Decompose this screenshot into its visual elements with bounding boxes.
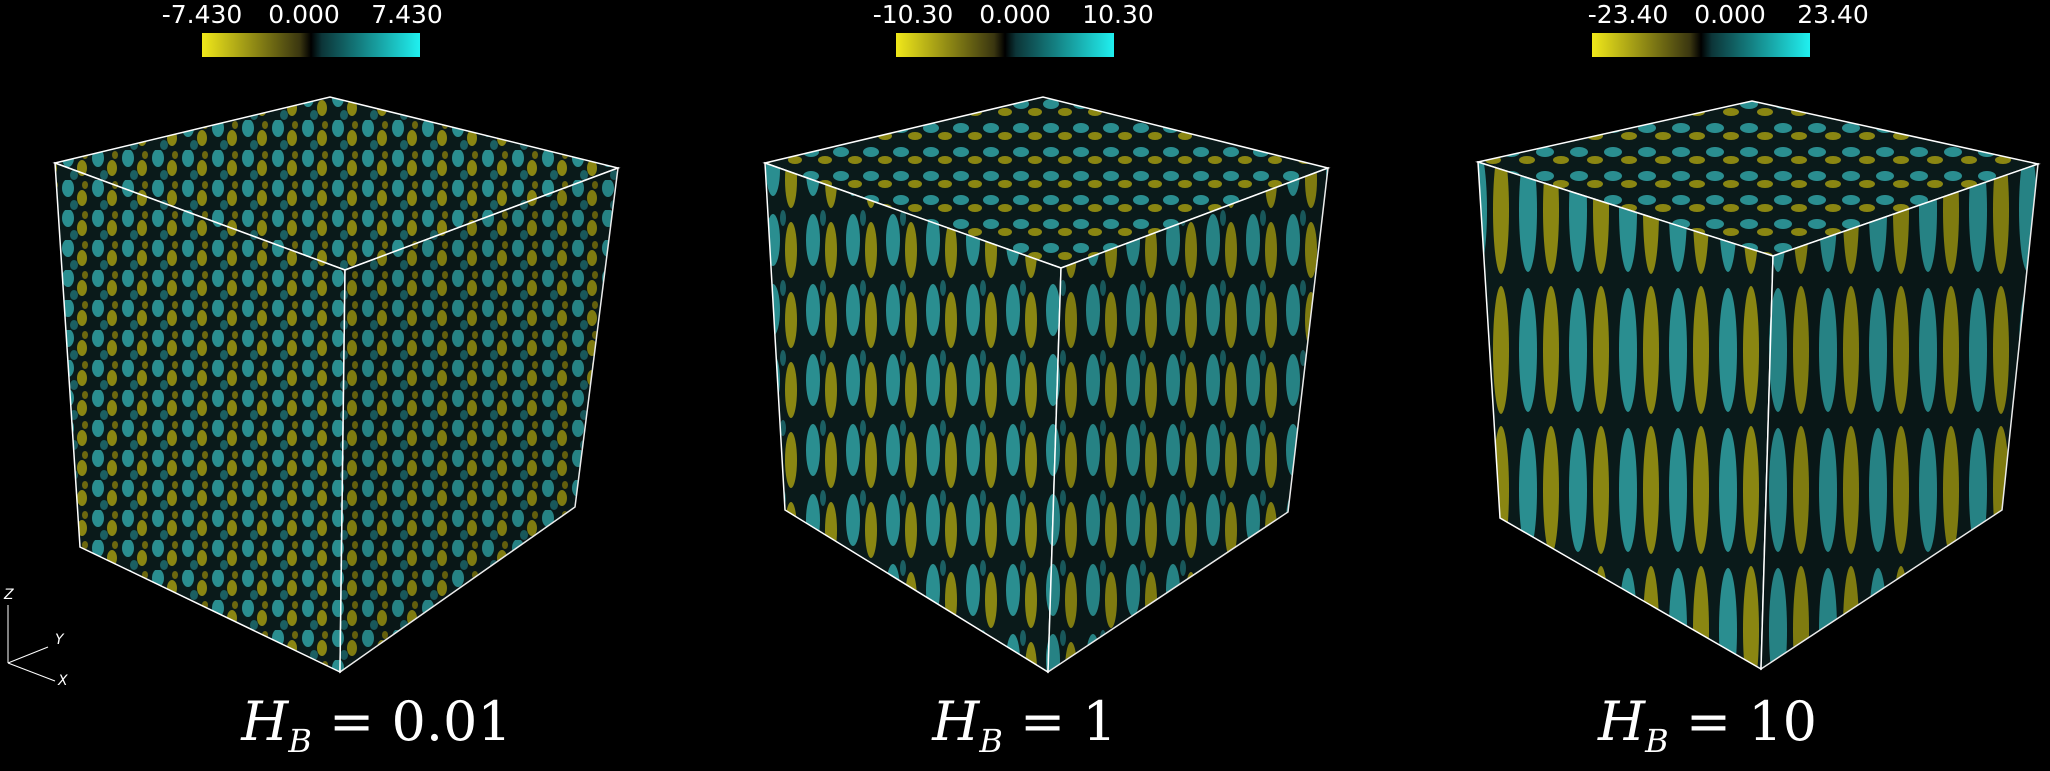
cube-visualization-3 [1475,100,2041,671]
panel-1: -7.430 0.000 7.430 [0,0,683,761]
colorbar-max-label: 10.30 [1082,0,1154,29]
panel-3: -23.40 0.000 23.40 [1366,0,2049,761]
colorbar-gradient [896,33,1114,57]
axis-y-label: Y [55,632,65,648]
colorbar-max-label: 7.430 [371,0,443,29]
colorbar-mid-label: 0.000 [268,0,340,29]
panel-title-3: HB = 10 [1598,690,1817,760]
axis-z-label: Z [3,587,14,603]
panel-2: -10.30 0.000 10.30 [683,0,1366,761]
cube-visualization-1 [52,96,621,674]
colorbar-min-label: -23.40 [1587,0,1669,29]
cube-visualization-2 [762,96,1331,674]
colorbar-gradient [202,33,420,57]
colorbar-1: -7.430 0.000 7.430 [162,0,443,60]
colorbar-gradient [1592,33,1810,57]
colorbar-3: -23.40 0.000 23.40 [1588,0,1869,60]
colorbar-max-label: 23.40 [1797,0,1869,29]
colorbar-min-label: -7.430 [161,0,243,29]
panel-title-1: HB = 0.01 [241,690,512,760]
colorbar-min-label: -10.30 [872,0,954,29]
axis-x-label: X [57,673,68,689]
panel-title-2: HB = 1 [932,690,1117,760]
colorbar-mid-label: 0.000 [979,0,1051,29]
colorbar-2: -10.30 0.000 10.30 [873,0,1154,60]
colorbar-mid-label: 0.000 [1694,0,1766,29]
orientation-axes: Z Y X [3,587,68,689]
